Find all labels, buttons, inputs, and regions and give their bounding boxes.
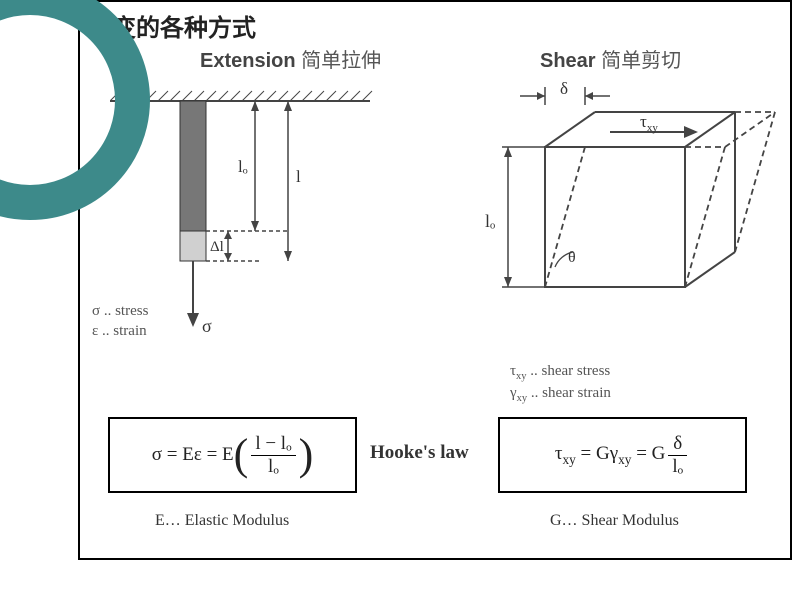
- svg-text:l: l: [296, 167, 301, 186]
- formula-ext-num: l − lₒ: [251, 433, 295, 456]
- svg-text:δ: δ: [560, 79, 568, 98]
- right-legend-l1: τxy .. shear stress: [510, 362, 611, 384]
- right-legend-l2: γxy .. shear strain: [510, 384, 611, 406]
- formula-ext-lhs: σ = Eε = E: [152, 444, 234, 466]
- extension-title: Extension 简单拉伸: [200, 44, 381, 73]
- ext-title-en: Extension: [200, 50, 296, 72]
- left-legend-l2: ε .. strain: [92, 322, 148, 342]
- left-legend-l1: σ .. stress: [92, 302, 148, 322]
- svg-text:τxy: τxy: [640, 112, 658, 134]
- shear-title: Shear 简单剪切: [540, 44, 681, 73]
- formula-extension: σ = Eε = E ( l − lₒ lₒ ): [108, 417, 357, 493]
- svg-text:Δl: Δl: [210, 239, 224, 255]
- extension-diagram: lₒ l Δl σ: [110, 87, 410, 347]
- formula-shear-num: δ: [668, 433, 687, 456]
- elastic-modulus-label: E… Elastic Modulus: [155, 512, 289, 530]
- content-frame: 形变的各种方式 Extension 简单拉伸 Shear 简单剪切: [78, 0, 792, 560]
- extension-svg: lₒ l Δl σ: [110, 87, 410, 347]
- formula-shear-den: lₒ: [668, 456, 687, 478]
- shear-title-en: Shear: [540, 50, 596, 72]
- ext-title-cn: 简单拉伸: [301, 50, 381, 72]
- formula-shear: τxy = Gγxy = G δ lₒ: [498, 417, 747, 493]
- shear-svg: δ τxy: [460, 77, 780, 357]
- hookes-law-label: Hooke's law: [370, 442, 469, 464]
- svg-text:lₒ: lₒ: [238, 157, 248, 176]
- left-legend: σ .. stress ε .. strain: [92, 302, 148, 341]
- right-legend: τxy .. shear stress γxy .. shear strain: [510, 362, 611, 405]
- svg-text:lₒ: lₒ: [485, 211, 495, 231]
- shear-modulus-label: G… Shear Modulus: [550, 512, 679, 530]
- shear-title-cn: 简单剪切: [601, 50, 681, 72]
- svg-text:σ: σ: [202, 316, 212, 336]
- svg-text:θ: θ: [568, 249, 576, 266]
- shear-diagram: δ τxy: [460, 77, 780, 357]
- formula-ext-den: lₒ: [251, 456, 295, 478]
